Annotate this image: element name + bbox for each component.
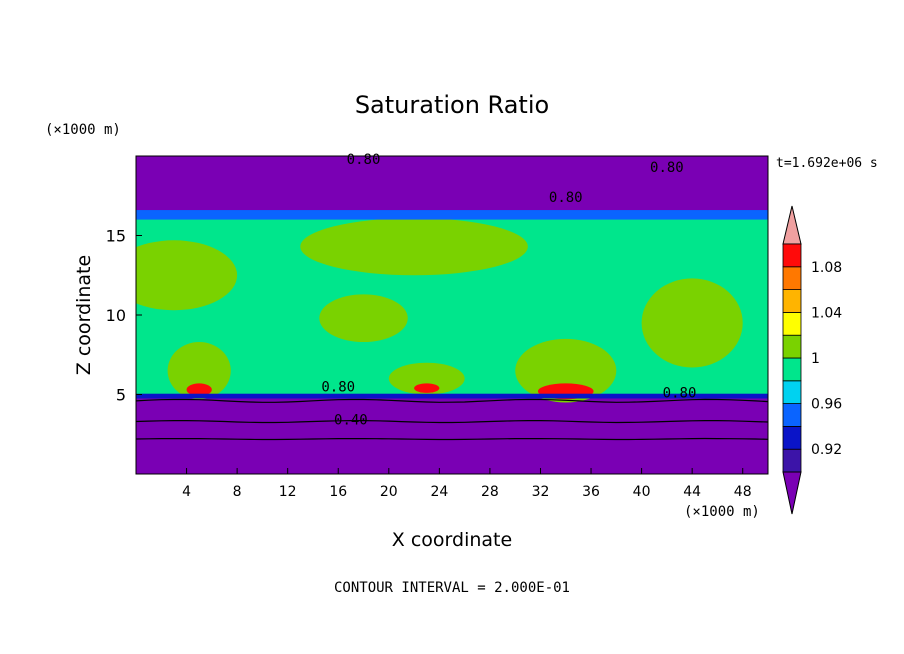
field-region-lime-3: [641, 278, 743, 368]
field-region-lime-1: [300, 218, 528, 276]
colorbar-label: 1.08: [811, 260, 842, 276]
colorbar-swatch: [782, 425, 802, 450]
plot-area: 0.80 0.80 0.80 0.80 0.80 0.40: [135, 152, 769, 475]
field-region-lime-5: [167, 342, 231, 400]
x-tick-label: 32: [532, 484, 550, 500]
field-band-blue-bottom: [136, 393, 768, 399]
saturation-field: [136, 156, 768, 474]
colorbar-swatch: [782, 357, 802, 382]
contour-interval-footer: CONTOUR INTERVAL = 2.000E-01: [334, 580, 570, 596]
contour-line-040: [136, 420, 768, 424]
x-tick-label: 16: [329, 484, 347, 500]
field-region-lime-4: [388, 362, 465, 395]
contour-lines: [136, 398, 768, 441]
contour-label: 0.40: [334, 413, 368, 429]
y-axis-ticks: 5 10 15: [106, 227, 142, 405]
colorbar-swatch: [782, 334, 802, 359]
colorbar-swatch: [782, 266, 802, 290]
contour-line-lowest: [136, 437, 768, 441]
field-region-lime-6: [319, 294, 408, 343]
field-region-lime-0: [136, 240, 238, 311]
field-region-red-core-1: [186, 383, 212, 397]
field-band-blue-top: [136, 210, 768, 220]
x-tick-label: 40: [633, 484, 651, 500]
y-tick-label: 15: [106, 227, 126, 246]
colorbar-top-arrow: [782, 205, 802, 245]
colorbar-label: 0.96: [811, 397, 842, 413]
colorbar: 0.92 0.96 1 1.04 1.08: [782, 205, 842, 515]
contour-label: 0.80: [347, 152, 381, 168]
x-tick-label: 20: [380, 484, 398, 500]
colorbar-label: 1.04: [811, 305, 842, 321]
field-region-red-core-2: [414, 383, 440, 393]
colorbar-swatch: [782, 243, 802, 268]
x-tick-label: 44: [683, 484, 701, 500]
x-axis-ticks: 4 8 12 16 20 24 28 32 36 40 44 48: [182, 468, 752, 500]
x-tick-label: 24: [430, 484, 448, 500]
colorbar-label: 1: [811, 351, 820, 367]
time-label: t=1.692e+06 s: [776, 156, 878, 171]
x-tick-label: 8: [233, 484, 242, 500]
y-axis-label: Z coordinate: [73, 255, 95, 375]
y-tick-label: 10: [106, 306, 126, 325]
x-tick-label: 36: [582, 484, 600, 500]
contour-label: 0.80: [321, 379, 355, 395]
contour-label: 0.80: [650, 160, 684, 176]
contour-label: 0.80: [663, 386, 697, 402]
colorbar-swatch: [782, 311, 802, 336]
x-axis-label: X coordinate: [392, 529, 512, 551]
x-tick-label: 28: [481, 484, 499, 500]
colorbar-bottom-arrow: [782, 471, 802, 515]
x-tick-label: 48: [734, 484, 752, 500]
x-tick-label: 12: [279, 484, 297, 500]
x-unit-label: (×1000 m): [684, 504, 760, 520]
colorbar-label: 0.92: [811, 442, 842, 458]
contour-label: 0.80: [549, 190, 583, 206]
chart-title: Saturation Ratio: [355, 91, 549, 119]
field-region-lime-2: [515, 338, 617, 403]
colorbar-swatch: [782, 289, 802, 313]
colorbar-swatch: [782, 380, 802, 404]
colorbar-swatch: [782, 448, 802, 473]
contour-line-080-lower: [136, 398, 768, 403]
y-unit-label: (×1000 m): [45, 122, 121, 138]
y-tick-label: 5: [116, 386, 126, 405]
colorbar-swatch: [782, 403, 802, 427]
x-tick-label: 4: [182, 484, 191, 500]
